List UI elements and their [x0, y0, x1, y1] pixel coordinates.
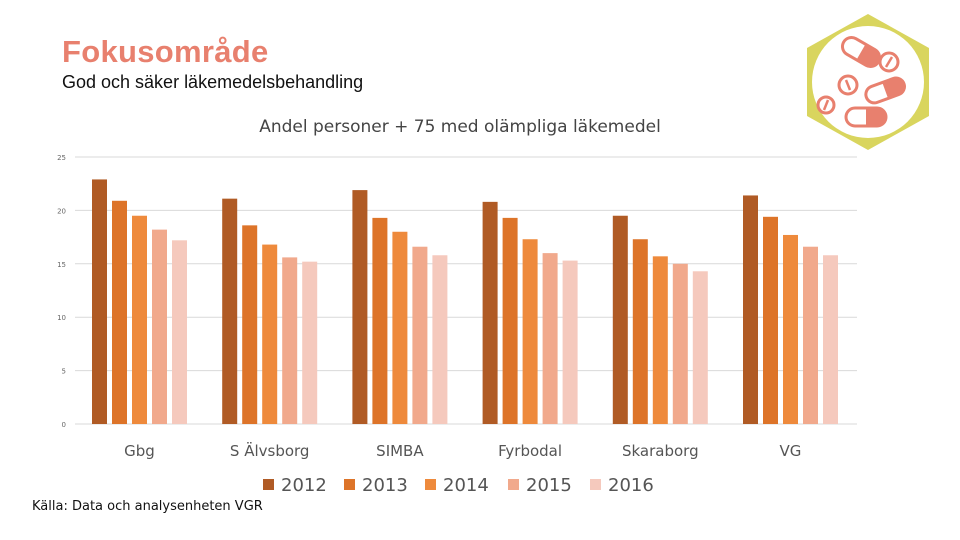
bar-2016-1	[302, 261, 318, 424]
legend-label-2013: 2013	[362, 475, 408, 496]
legend-label-2012: 2012	[281, 475, 327, 496]
y-tick-label: 20	[57, 207, 66, 215]
bar-2014-4	[652, 256, 668, 424]
y-tick-label: 25	[57, 154, 66, 162]
bar-2014-3	[522, 239, 538, 424]
bar-2012-2	[352, 190, 368, 424]
bar-2015-5	[803, 246, 818, 424]
bar-2014-2	[392, 231, 408, 424]
bar-2012-0	[92, 179, 107, 424]
bar-2012-4	[612, 215, 628, 424]
bar-2012-1	[222, 198, 238, 424]
x-tick-label: Skaraborg	[622, 442, 699, 460]
bar-2016-4	[692, 271, 708, 424]
bar-2015-1	[282, 257, 298, 424]
legend-swatch-2015	[508, 479, 519, 490]
bar-2012-5	[743, 195, 758, 424]
y-tick-label: 15	[57, 261, 66, 269]
legend-swatch-2013	[344, 479, 355, 490]
bar-2015-3	[542, 253, 558, 424]
bar-2015-4	[672, 263, 688, 424]
legend-swatch-2014	[425, 479, 436, 490]
page-title: Fokusområde	[62, 34, 269, 69]
legend-label-2014: 2014	[443, 475, 489, 496]
legend-swatch-2016	[590, 479, 601, 490]
bar-2013-4	[632, 239, 648, 424]
bar-2014-5	[783, 234, 798, 424]
y-tick-label: 0	[62, 421, 66, 429]
bar-2013-1	[242, 225, 258, 424]
bar-2016-5	[823, 255, 838, 424]
y-tick-label: 5	[62, 368, 66, 376]
bar-2013-5	[763, 216, 778, 424]
legend-label-2015: 2015	[526, 475, 572, 496]
legend-swatch-2012	[263, 479, 274, 490]
bar-2015-2	[412, 246, 428, 424]
pills-icon	[803, 12, 933, 156]
bar-2015-0	[152, 229, 167, 424]
source-note: Källa: Data och analysenheten VGR	[32, 499, 263, 514]
chart-title: Andel personer + 75 med olämpliga läkeme…	[259, 117, 661, 137]
bar-2013-3	[502, 217, 518, 424]
x-tick-label: Gbg	[124, 442, 155, 460]
legend-label-2016: 2016	[608, 475, 654, 496]
x-tick-label: VG	[780, 442, 802, 460]
x-tick-label: Fyrbodal	[498, 442, 562, 460]
bar-2014-0	[132, 215, 147, 424]
bar-2012-3	[482, 201, 498, 424]
bar-2013-0	[112, 200, 127, 424]
bar-2016-2	[432, 255, 448, 424]
bar-2014-1	[262, 244, 278, 424]
x-tick-label: SIMBA	[376, 442, 424, 460]
x-tick-label: S Älvsborg	[230, 441, 310, 460]
bar-2016-0	[172, 240, 187, 424]
bar-2013-2	[372, 217, 388, 424]
y-tick-label: 10	[57, 314, 66, 322]
page-subtitle: God och säker läkemedelsbehandling	[62, 72, 364, 92]
bar-2016-3	[562, 260, 578, 424]
